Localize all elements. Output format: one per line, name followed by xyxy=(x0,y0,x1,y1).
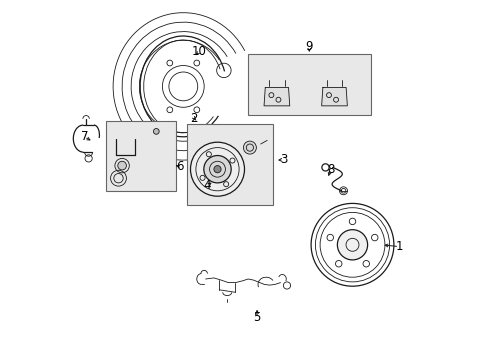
Bar xyxy=(106,121,176,191)
Text: 1: 1 xyxy=(395,240,402,253)
Circle shape xyxy=(243,141,256,154)
Circle shape xyxy=(337,230,367,260)
Circle shape xyxy=(203,156,231,183)
Circle shape xyxy=(153,129,159,134)
Text: 9: 9 xyxy=(305,40,312,53)
Bar xyxy=(247,54,370,115)
Text: 5: 5 xyxy=(253,311,260,324)
Circle shape xyxy=(190,142,244,196)
Text: 3: 3 xyxy=(279,153,286,166)
Text: 8: 8 xyxy=(326,163,334,176)
Circle shape xyxy=(118,161,126,170)
Text: 6: 6 xyxy=(176,160,183,173)
Polygon shape xyxy=(321,87,346,106)
Polygon shape xyxy=(264,87,289,106)
Text: 7: 7 xyxy=(81,130,88,143)
Bar xyxy=(186,124,273,205)
Text: 4: 4 xyxy=(203,179,211,192)
Text: 10: 10 xyxy=(192,45,206,58)
Circle shape xyxy=(213,166,221,173)
Text: 2: 2 xyxy=(190,112,198,125)
